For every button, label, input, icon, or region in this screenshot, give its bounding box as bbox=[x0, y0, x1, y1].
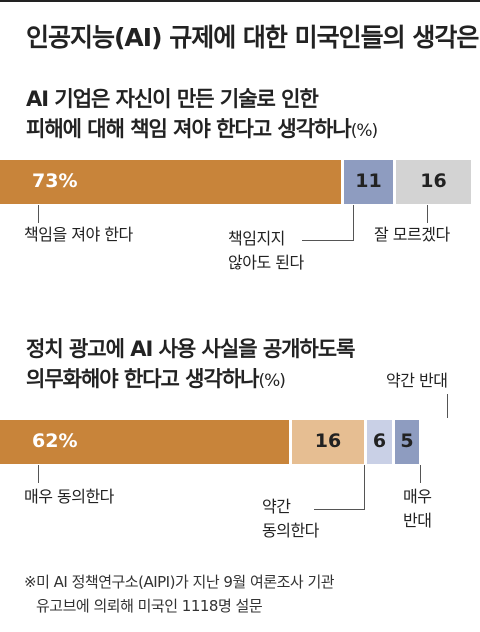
label-dont-know: 잘 모르겠다 bbox=[374, 225, 450, 244]
bar-segment-2-3: 6 bbox=[367, 420, 395, 464]
leader-line-strongly-oppose bbox=[420, 465, 421, 483]
top-rule bbox=[0, 0, 480, 2]
bar-segment-1-3: 16 bbox=[396, 160, 471, 204]
question-1-unit: (%) bbox=[350, 121, 378, 141]
bar-segment-2-2: 16 bbox=[292, 420, 367, 464]
bar-segment-1-1: 73% bbox=[0, 160, 344, 204]
question-1: AI 기업은 자신이 만든 기술로 인한 피해에 대해 책임 져야 한다고 생각… bbox=[26, 84, 378, 146]
data-label-2-2: 16 bbox=[314, 430, 342, 452]
label-no-responsibility-1: 책임지지 bbox=[228, 229, 285, 248]
data-label-2-1: 62% bbox=[32, 430, 78, 452]
question-2: 정치 광고에 AI 사용 사실을 공개하도록 의무화해야 한다고 생각하나(%) bbox=[26, 334, 355, 396]
leader-line-dont-know bbox=[427, 205, 428, 223]
label-must-take-responsibility: 책임을 져야 한다 bbox=[24, 225, 133, 244]
leader-line-strongly-agree bbox=[38, 465, 39, 483]
data-label-2-4: 5 bbox=[400, 430, 414, 452]
footnote-line-2: 유고브에 의뢰해 미국인 1118명 설문 bbox=[36, 597, 263, 615]
data-label-1-2: 11 bbox=[355, 170, 382, 192]
leader-line-no-responsibility-h bbox=[302, 240, 354, 241]
data-label-2-3: 6 bbox=[372, 430, 387, 452]
label-strongly-agree: 매우 동의한다 bbox=[24, 487, 114, 506]
label-somewhat-agree-2: 동의한다 bbox=[262, 521, 319, 540]
label-no-responsibility-2: 않아도 된다 bbox=[228, 253, 304, 272]
label-strongly-oppose-1: 매우 bbox=[403, 487, 432, 506]
data-label-1-3: 16 bbox=[420, 170, 447, 192]
leader-line-somewhat-oppose bbox=[447, 394, 448, 418]
chart-title: 인공지능(AI) 규제에 대한 미국인들의 생각은 bbox=[26, 23, 479, 52]
data-label-1-1: 73% bbox=[32, 170, 78, 192]
question-1-text: 피해에 대해 책임 져야 한다고 생각하나 bbox=[26, 117, 352, 141]
leader-line-somewhat-agree-h bbox=[314, 509, 365, 510]
label-strongly-oppose-2: 반대 bbox=[403, 511, 432, 530]
leader-line-no-responsibility-v bbox=[353, 205, 354, 240]
label-somewhat-agree-1: 약간 bbox=[262, 497, 291, 516]
bar-segment-2-1: 62% bbox=[0, 420, 292, 464]
bar-segment-2-4: 5 bbox=[395, 420, 419, 464]
bar-segment-1-2: 11 bbox=[344, 160, 396, 204]
question-2-text: 의무화해야 한다고 생각하나 bbox=[26, 367, 259, 391]
question-1-line-1: AI 기업은 자신이 만든 기술로 인한 bbox=[26, 87, 319, 111]
question-2-line-1: 정치 광고에 AI 사용 사실을 공개하도록 bbox=[26, 337, 355, 361]
question-2-line-2: 의무화해야 한다고 생각하나(%) bbox=[26, 364, 354, 396]
stacked-bar-1: 73% 11 16 bbox=[0, 160, 471, 204]
leader-line-agree bbox=[38, 205, 39, 223]
stacked-bar-2: 62% 16 6 5 bbox=[0, 420, 419, 464]
leader-line-somewhat-agree-v bbox=[364, 465, 365, 509]
question-2-unit: (%) bbox=[258, 371, 285, 391]
label-somewhat-oppose: 약간 반대 bbox=[386, 371, 448, 390]
footnote-line-1: ※미 AI 정책연구소(AIPI)가 지난 9월 여론조사 기관 bbox=[24, 573, 335, 591]
question-1-line-2: 피해에 대해 책임 져야 한다고 생각하나(%) bbox=[26, 114, 378, 146]
